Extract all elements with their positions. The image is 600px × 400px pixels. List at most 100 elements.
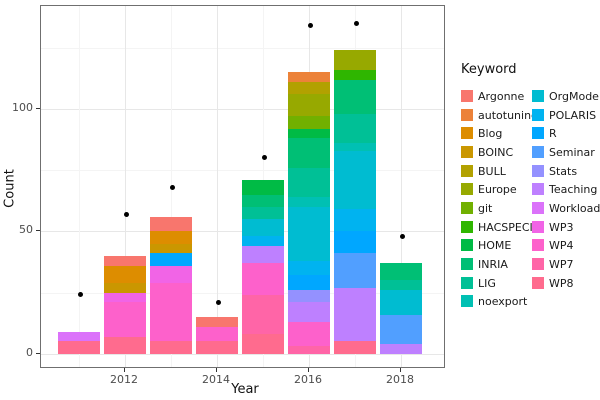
bar-segment-2016-WP4: [288, 321, 330, 347]
bar-segment-2016-INRIA: [288, 138, 330, 168]
point-dot-2016: [307, 23, 313, 29]
x-major-gridline: [125, 6, 126, 367]
legend-swatch-POLARIS: [532, 108, 544, 121]
bar-segment-2016-OrgMode: [288, 206, 330, 261]
point-dot-2012: [123, 211, 129, 217]
x-tick-label: 2012: [110, 373, 138, 386]
bar-segment-2017-Europe: [334, 50, 376, 70]
bar-segment-2016-LIG: [288, 167, 330, 198]
bar-segment-2016-git: [288, 116, 330, 129]
legend-label: Seminar: [549, 145, 595, 159]
legend-swatch-BULL: [461, 164, 473, 177]
bar-segment-2017-WP8: [334, 341, 376, 354]
bar-segment-2012-WP3: [104, 292, 146, 303]
bar-segment-2017-LIG: [334, 113, 376, 144]
x-major-gridline: [217, 6, 218, 367]
legend-swatch-R: [532, 127, 544, 140]
legend-swatch-INRIA: [461, 257, 473, 270]
point-dot-2014: [215, 299, 221, 305]
y-axis-tick: [36, 352, 40, 354]
point-dot-2018: [399, 233, 405, 239]
bar-segment-2015-INRIA: [242, 194, 284, 207]
bar-segment-2016-noexport: [288, 197, 330, 207]
legend-swatch-Europe: [461, 183, 473, 196]
bar-segment-2017-INRIA: [334, 79, 376, 114]
bar-segment-2016-HOME: [288, 128, 330, 139]
point-dot-2013: [169, 184, 175, 190]
bar-segment-2015-Teaching: [242, 246, 284, 264]
y-major-gridline: [41, 109, 444, 111]
legend-swatch-Workload: [532, 201, 544, 214]
bar-segment-2012-WP8: [104, 336, 146, 354]
legend-label: WP7: [549, 257, 574, 271]
legend-swatch-noexport: [461, 295, 473, 308]
y-minor-gridline: [41, 170, 444, 172]
legend-label: Blog: [478, 127, 503, 141]
y-tick-label: 50: [19, 223, 33, 237]
bar-segment-2016-Teaching: [288, 302, 330, 322]
legend-swatch-Stats: [532, 164, 544, 177]
bar-segment-2014-Argonne: [196, 316, 238, 327]
plot-panel: [40, 5, 445, 368]
legend-label: LIG: [478, 276, 496, 290]
x-axis-tick: [124, 368, 125, 372]
bar-segment-2012-Blog: [104, 265, 146, 283]
legend-label: R: [549, 127, 557, 141]
legend-title: Keyword: [461, 62, 517, 77]
x-minor-gridline: [79, 6, 80, 367]
bar-segment-2015-OrgMode: [242, 219, 284, 237]
x-major-gridline: [401, 6, 402, 367]
bar-segment-2015-LIG: [242, 206, 284, 220]
bar-segment-2016-BULL: [288, 82, 330, 95]
bar-segment-2012-WP4: [104, 302, 146, 337]
bar-segment-2016-Europe: [288, 94, 330, 117]
legend-label: git: [478, 201, 493, 215]
legend-swatch-WP8: [532, 276, 544, 289]
bar-segment-2013-BOINC: [150, 243, 192, 254]
bar-segment-2014-WP8: [196, 341, 238, 354]
bar-segment-2011-WP8: [58, 341, 100, 354]
y-axis-title: Count: [2, 169, 18, 208]
bar-segment-2018-Seminar: [380, 314, 422, 344]
legend-swatch-Blog: [461, 127, 473, 140]
x-axis-tick: [308, 368, 309, 372]
legend-swatch-WP3: [532, 220, 544, 233]
point-dot-2011: [77, 292, 83, 298]
bar-segment-2015-HOME: [242, 179, 284, 195]
bar-segment-2013-WP8: [150, 341, 192, 354]
bar-segment-2016-R: [288, 275, 330, 291]
bar-segment-2016-autotuning: [288, 72, 330, 83]
bar-segment-2011-Workload: [58, 331, 100, 342]
bar-segment-2017-OrgMode: [334, 150, 376, 210]
legend-label: HACSPECIS: [478, 220, 540, 234]
legend-label: noexport: [478, 295, 528, 309]
bar-segment-2017-HACSPECIS: [334, 69, 376, 80]
bar-segment-2016-POLARIS: [288, 260, 330, 276]
legend-swatch-OrgMode: [532, 90, 544, 102]
bar-segment-2013-WP4: [150, 282, 192, 342]
legend-label: POLARIS: [549, 108, 597, 122]
bar-segment-2015-POLARIS: [242, 236, 284, 247]
legend-swatch-HACSPECIS: [461, 220, 473, 233]
bar-segment-2016-WP7: [288, 346, 330, 354]
x-tick-label: 2018: [386, 373, 414, 386]
legend-label: Stats: [549, 164, 578, 178]
bar-segment-2017-Teaching: [334, 287, 376, 342]
legend-swatch-HOME: [461, 239, 473, 252]
bar-segment-2014-WP4: [196, 326, 238, 342]
bar-segment-2018-Teaching: [380, 343, 422, 354]
y-tick-label: 100: [12, 101, 33, 115]
legend-swatch-WP7: [532, 257, 544, 270]
bar-segment-2017-Seminar: [334, 253, 376, 288]
bar-segment-2012-Argonne: [104, 255, 146, 266]
legend-label: OrgMode: [549, 90, 599, 103]
bar-segment-2013-Blog: [150, 231, 192, 244]
legend-label: Teaching: [549, 183, 598, 197]
bar-segment-2015-WP8: [242, 334, 284, 354]
legend-label: WP4: [549, 239, 574, 253]
bar-segment-2018-INRIA: [380, 263, 422, 281]
legend-swatch-Seminar: [532, 145, 544, 158]
bar-segment-2013-WP3: [150, 265, 192, 283]
bar-segment-2017-noexport: [334, 143, 376, 151]
